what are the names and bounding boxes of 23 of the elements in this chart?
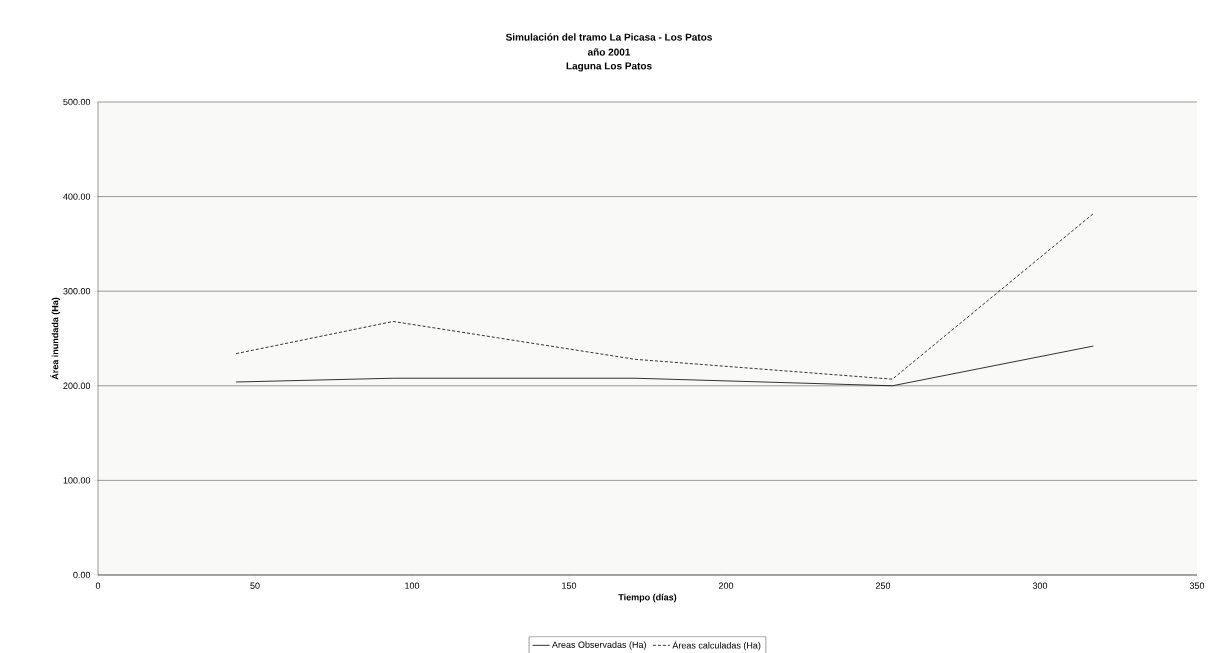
x-tick-label: 250 bbox=[875, 582, 891, 589]
chart-subtitle: año 2001 bbox=[587, 48, 631, 56]
x-tick-label: 100 bbox=[405, 582, 420, 589]
x-axis-title: Tiempo (días) bbox=[618, 593, 677, 603]
y-tick-label: 400.00 bbox=[63, 193, 91, 200]
y-tick-label: 500.00 bbox=[63, 98, 91, 106]
x-tick-label: 50 bbox=[250, 582, 260, 589]
x-tick-label: 150 bbox=[562, 582, 577, 589]
legend-label: Areas Observadas (Ha) bbox=[551, 641, 646, 650]
line-series bbox=[235, 213, 1094, 380]
x-tick-label: 300 bbox=[1032, 582, 1048, 589]
legend-label: Áreas calculadas (Ha) bbox=[672, 640, 761, 651]
y-tick-label: 0.00 bbox=[73, 571, 91, 579]
y-tick-label: 100.00 bbox=[63, 477, 91, 484]
x-tick-label: 0 bbox=[95, 582, 101, 589]
text: Laguna Los Patos bbox=[566, 62, 652, 72]
y-tick-label: 300.00 bbox=[63, 288, 91, 295]
y-tick-label: 200.00 bbox=[63, 382, 91, 389]
x-tick-label: 200 bbox=[718, 582, 734, 589]
x-tick-label: 350 bbox=[1189, 582, 1205, 589]
y-axis-title: Área inundada (Ha) bbox=[50, 297, 61, 380]
chart-title: Simulación del tramo La Picasa - Los Patos bbox=[505, 33, 712, 41]
line-series bbox=[235, 345, 1094, 387]
